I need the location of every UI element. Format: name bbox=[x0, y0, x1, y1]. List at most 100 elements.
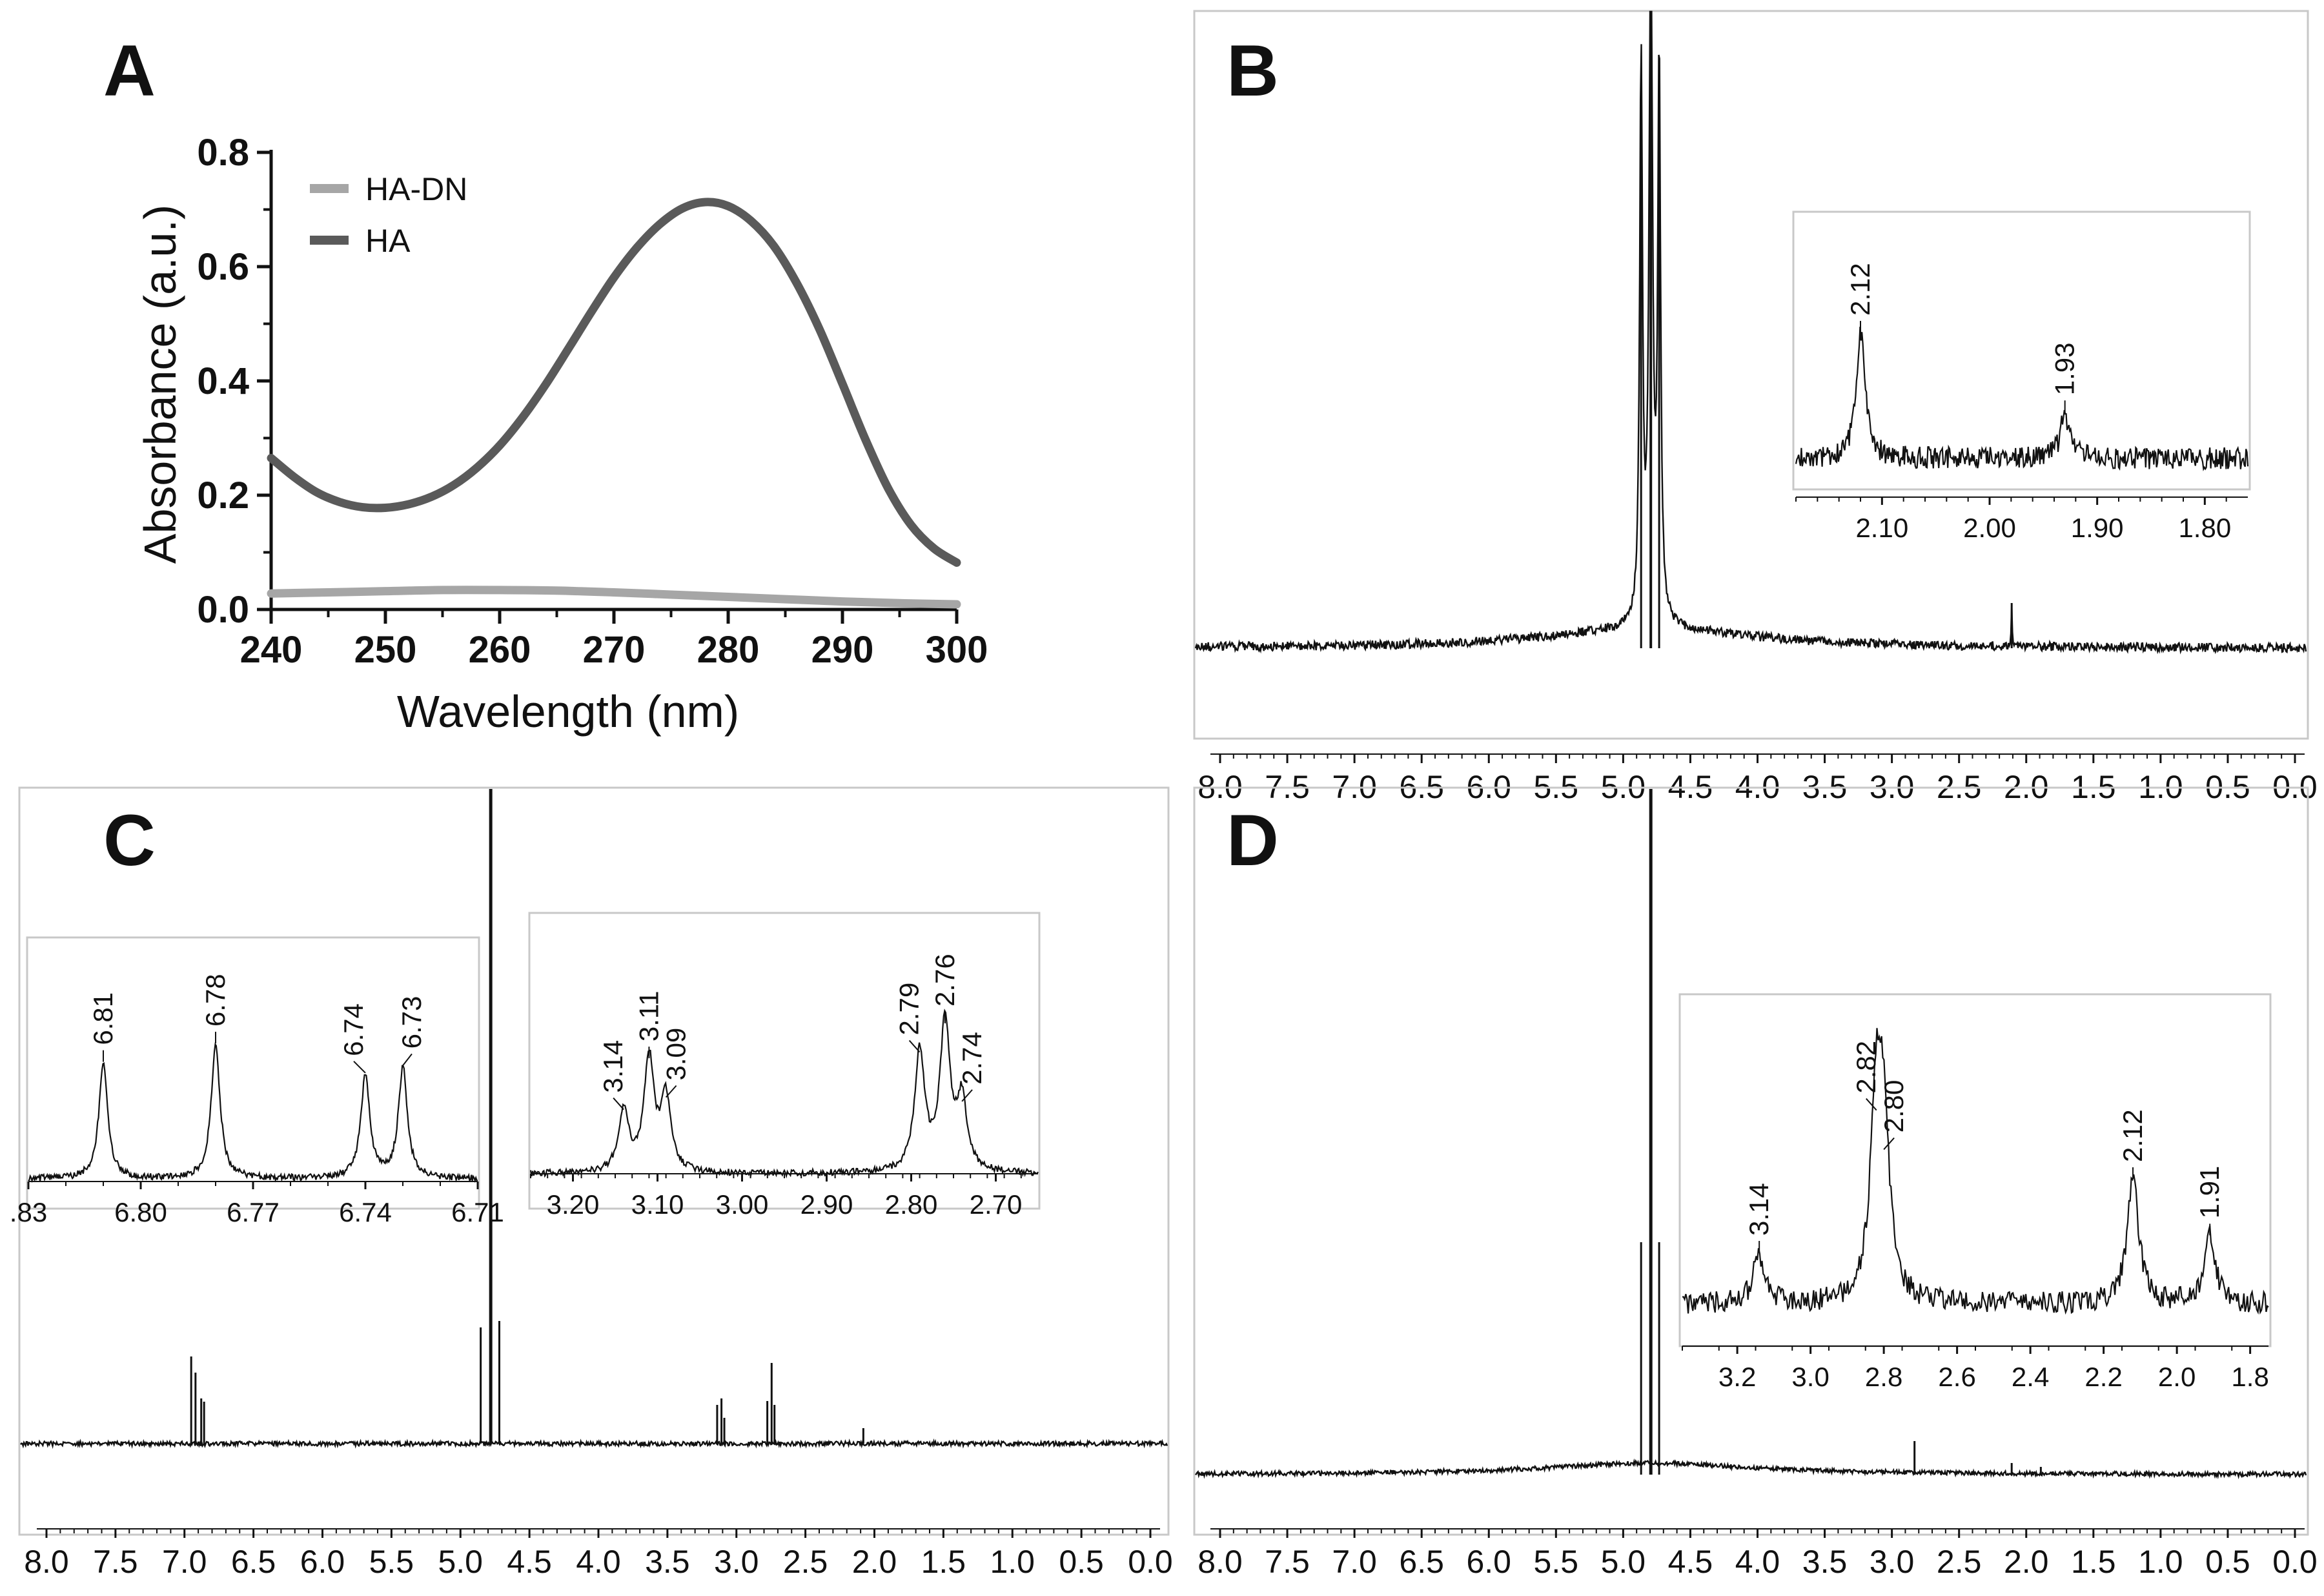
x-tick-label: 260 bbox=[469, 629, 531, 671]
panel-c-inset-right-frame bbox=[528, 912, 1041, 1210]
x-tick-label: 8.0 bbox=[24, 1544, 69, 1580]
x-tick-label: 300 bbox=[926, 629, 988, 671]
inset-x-tick-label: 2.8 bbox=[1865, 1362, 1902, 1392]
x-tick-label: 7.0 bbox=[1332, 1544, 1377, 1580]
x-tick-label: 4.0 bbox=[1735, 1544, 1780, 1580]
y-tick-label: 0.4 bbox=[197, 360, 249, 402]
inset-x-tick-label: 1.8 bbox=[2231, 1362, 2268, 1392]
x-tick-label: 250 bbox=[354, 629, 417, 671]
x-tick-label: 5.5 bbox=[369, 1544, 414, 1580]
x-tick-label: 0.5 bbox=[1059, 1544, 1104, 1580]
inset-x-tick-label: 2.80 bbox=[885, 1189, 938, 1220]
x-tick-label: 3.5 bbox=[1802, 1544, 1848, 1580]
x-tick-label: 1.5 bbox=[921, 1544, 966, 1580]
panel-b-frame bbox=[1193, 10, 2309, 740]
inset-x-tick-label: .83 bbox=[10, 1197, 47, 1227]
x-axis-label: Wavelength (nm) bbox=[397, 686, 739, 737]
inset-x-tick-label: 2.00 bbox=[1963, 513, 2016, 543]
panel-c-spectrum-trace bbox=[20, 789, 1168, 1449]
inset-x-tick-label: 2.90 bbox=[800, 1189, 853, 1220]
x-tick-label: 6.5 bbox=[1399, 1544, 1444, 1580]
panel-d-nmr-spectrum: D 8.0 7.5 7.0 6.5 6.0 5.5 5.0 4.5 4.0 3.5 3.0 2.5 2.… bbox=[1193, 786, 2318, 1580]
inset-x-tick-label: 6.71 bbox=[451, 1197, 504, 1227]
panel-b-spectrum-trace bbox=[1194, 10, 2307, 655]
peak-label-leader bbox=[1866, 1098, 1877, 1111]
y-tick-label: 0.8 bbox=[197, 132, 249, 174]
panel-c-inset-right: 3.20 3.10 3.00 2.90 2.80 2.70 3.143.113.09 2.79… bbox=[529, 954, 1039, 1220]
inset-x-tick-label: 2.0 bbox=[2158, 1362, 2196, 1392]
inset-x-tick-label: 1.90 bbox=[2071, 513, 2124, 543]
peak-label: 2.12 bbox=[1845, 263, 1875, 316]
panel-a-series bbox=[267, 198, 961, 609]
peak-label: 2.79 bbox=[894, 983, 924, 1036]
panel-c-inset-left-frame bbox=[26, 936, 480, 1210]
x-tick-label: 8.0 bbox=[1198, 1544, 1243, 1580]
y-axis-label: Absorbance (a.u.) bbox=[135, 205, 185, 564]
x-tick-label: 240 bbox=[240, 629, 303, 671]
peak-label-leader bbox=[665, 1085, 677, 1098]
inset-spectrum-line bbox=[1795, 327, 2249, 471]
peak-label: 3.14 bbox=[598, 1040, 628, 1093]
x-tick-label: 1.0 bbox=[2138, 1544, 2183, 1580]
panel-b-inset-frame bbox=[1792, 210, 2251, 491]
peak-label: 2.74 bbox=[957, 1032, 987, 1085]
peak-label-leader bbox=[353, 1061, 366, 1074]
x-tick-label: 3.0 bbox=[1870, 1544, 1915, 1580]
x-tick-label: 5.0 bbox=[1601, 1544, 1646, 1580]
panel-d-inset: 3.2 3.0 2.8 2.6 2.4 2.2 2.0 1.8 3.14 2.822.80 2.12… bbox=[1682, 1028, 2269, 1392]
panel-a-uv-chart: A 240 250 260 270 280 290 300 0.0 0.2 0.4 0.6 0.8 W… bbox=[103, 30, 988, 737]
inset-spectrum-line bbox=[529, 1008, 1039, 1179]
inset-x-tick-label: 1.80 bbox=[2178, 513, 2231, 543]
series-line-ha-dn bbox=[267, 586, 961, 609]
peak-label-leader bbox=[908, 1039, 921, 1053]
inset-x-tick-label: 3.10 bbox=[631, 1189, 684, 1220]
peak-label: 6.74 bbox=[338, 1003, 369, 1056]
panel-label-c: C bbox=[103, 800, 156, 881]
x-tick-label: 0.5 bbox=[2205, 1544, 2250, 1580]
x-tick-label: 6.0 bbox=[1466, 1544, 1511, 1580]
peak-label: 6.81 bbox=[88, 992, 118, 1045]
legend-label-ha-dn: HA-DN bbox=[365, 171, 467, 207]
panel-c-frame bbox=[18, 786, 1170, 1536]
x-tick-label: 3.0 bbox=[714, 1544, 759, 1580]
peak-label: 2.82 bbox=[1851, 1041, 1881, 1094]
panel-c-x-axis: 8.0 7.5 7.0 6.5 6.0 5.5 5.0 4.5 4.0 3.5 3.0 2.5 2.0 1… bbox=[24, 1528, 1173, 1580]
x-tick-label: 0.0 bbox=[2272, 1544, 2318, 1580]
x-tick-label: 2.5 bbox=[1937, 1544, 1982, 1580]
x-tick-label: 0.0 bbox=[1128, 1544, 1173, 1580]
y-tick-label: 0.0 bbox=[197, 589, 249, 631]
inset-spectrum-line bbox=[1682, 1028, 2269, 1315]
peak-label: 2.80 bbox=[1879, 1080, 1909, 1133]
panel-label-b: B bbox=[1227, 30, 1279, 111]
x-tick-label: 7.0 bbox=[162, 1544, 207, 1580]
panel-d-frame bbox=[1193, 786, 2309, 1536]
x-tick-label: 7.5 bbox=[93, 1544, 138, 1580]
panel-d-spectrum-trace bbox=[1195, 789, 2307, 1480]
y-tick-label: 0.6 bbox=[197, 246, 249, 288]
panel-label-d: D bbox=[1227, 800, 1279, 881]
peak-label: 2.12 bbox=[2117, 1109, 2148, 1162]
legend-label-ha: HA bbox=[365, 223, 411, 259]
spectrum-line bbox=[1195, 1458, 2307, 1480]
x-tick-label: 4.5 bbox=[1668, 1544, 1713, 1580]
legend: HA-DN HA bbox=[310, 171, 467, 259]
peak-label: 2.76 bbox=[930, 954, 960, 1007]
x-tick-label: 2.5 bbox=[783, 1544, 828, 1580]
peak-label: 6.78 bbox=[200, 974, 230, 1027]
peak-label-leader bbox=[402, 1053, 413, 1067]
inset-x-tick-label: 3.20 bbox=[547, 1189, 600, 1220]
inset-x-tick-label: 2.2 bbox=[2084, 1362, 2122, 1392]
inset-x-tick-label: 3.0 bbox=[1791, 1362, 1829, 1392]
inset-x-tick-label: 3.2 bbox=[1718, 1362, 1756, 1392]
peak-label-leader bbox=[1883, 1137, 1895, 1151]
y-tick-label: 0.2 bbox=[197, 475, 249, 517]
panel-a-ticks: 240 250 260 270 280 290 300 0.0 0.2 0.4 0.6 0.8 bbox=[197, 132, 988, 671]
peak-label-leader bbox=[961, 1089, 973, 1102]
peak-label-leader bbox=[613, 1097, 624, 1110]
x-tick-label: 1.0 bbox=[990, 1544, 1035, 1580]
peak-label: 6.73 bbox=[396, 996, 427, 1049]
x-tick-label: 2.0 bbox=[852, 1544, 897, 1580]
x-tick-label: 7.5 bbox=[1265, 1544, 1310, 1580]
inset-x-tick-label: 6.77 bbox=[227, 1197, 280, 1227]
